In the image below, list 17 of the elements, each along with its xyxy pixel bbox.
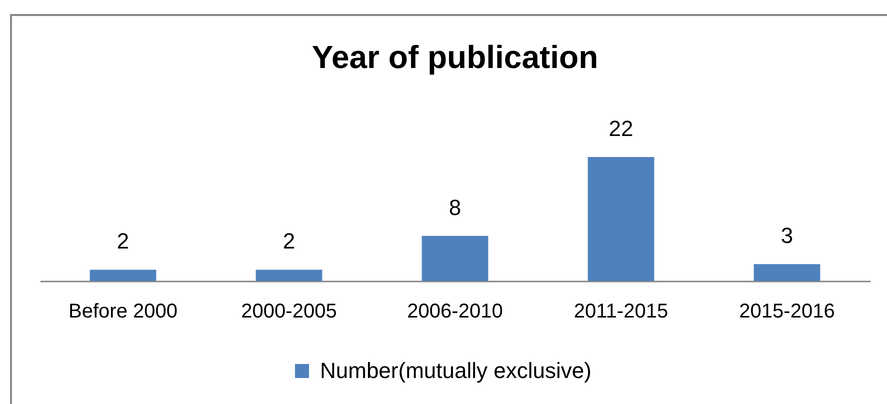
legend-label: Number(mutually exclusive)	[320, 358, 592, 383]
data-label: 3	[780, 223, 794, 248]
x-tick-label: 2015-2016	[739, 300, 835, 322]
bar	[754, 264, 820, 281]
data-label: 2	[282, 228, 296, 254]
x-tick-label: 2006-2010	[407, 300, 503, 322]
x-tick-label: 2011-2015	[574, 300, 668, 322]
bar	[256, 270, 322, 281]
bar	[588, 157, 654, 281]
data-label: 8	[448, 194, 462, 220]
x-tick-label: Before 2000	[68, 300, 178, 322]
data-label: 2	[116, 228, 130, 254]
chart-title: Year of publication	[312, 39, 598, 75]
x-tick-label: 2000-2005	[241, 300, 337, 322]
bar	[422, 236, 488, 281]
data-label: 22	[608, 116, 634, 141]
bar	[90, 270, 156, 281]
